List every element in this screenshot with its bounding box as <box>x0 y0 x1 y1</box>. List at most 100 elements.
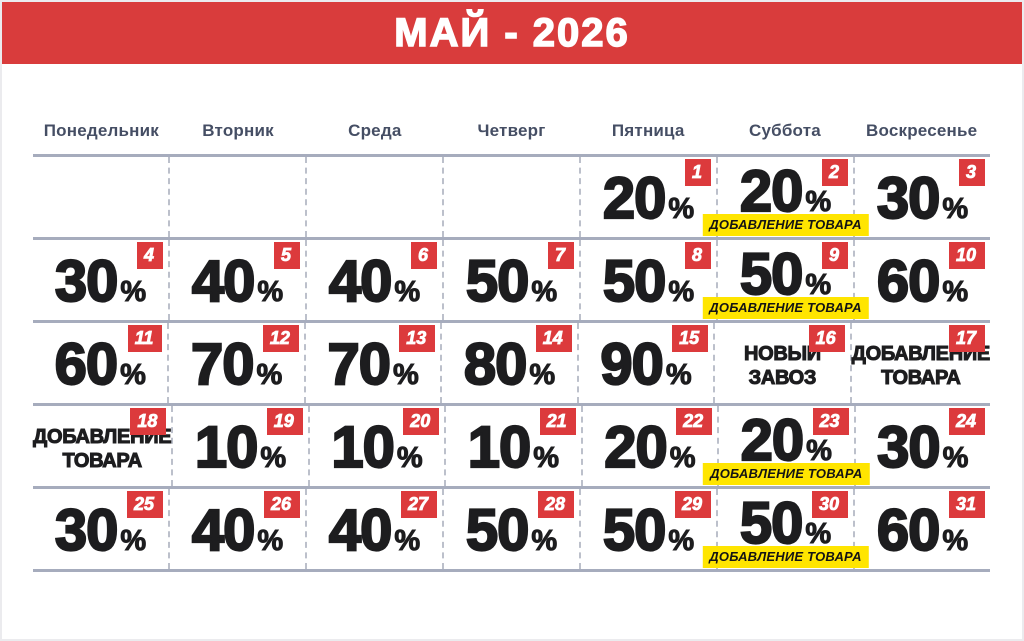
discount: 20% <box>740 408 833 473</box>
calendar-week-row: 1 20% 2 20% ДОБАВЛЕНИЕ ТОВАРА 3 30% <box>33 157 990 240</box>
discount-value: 70 <box>326 332 392 397</box>
day-cell: 9 50% ДОБАВЛЕНИЕ ТОВАРА <box>702 240 869 320</box>
empty-day-cell <box>307 157 444 237</box>
day-cell: 24 30% <box>856 406 990 486</box>
percent-sign: % <box>120 359 147 392</box>
day-cell: 3 30% <box>855 157 990 237</box>
discount-value: 30 <box>876 166 942 231</box>
day-cell: 4 30% <box>33 240 170 320</box>
discount-value: 60 <box>876 249 942 314</box>
percent-sign: % <box>394 525 421 558</box>
discount: 10% <box>467 415 560 480</box>
discount: 10% <box>330 415 423 480</box>
discount-value: 10 <box>330 415 396 480</box>
discount-value: 40 <box>328 498 394 563</box>
weekday-label: Четверг <box>477 121 546 140</box>
discount: 70% <box>326 332 419 397</box>
discount-value: 10 <box>467 415 533 480</box>
percent-sign: % <box>257 276 284 309</box>
day-cell: 6 40% <box>307 240 444 320</box>
day-cell: 15 90% <box>579 323 716 403</box>
day-number-badge: 19 <box>266 408 303 435</box>
day-cell: 16 НОВЫЙ ЗАВОЗ <box>715 323 852 403</box>
day-cell: 11 60% <box>33 323 170 403</box>
percent-sign: % <box>942 276 969 309</box>
day-cell: 30 50% ДОБАВЛЕНИЕ ТОВАРА <box>702 489 869 569</box>
percent-sign: % <box>392 359 419 392</box>
percent-sign: % <box>665 359 692 392</box>
weekday-label: Суббота <box>749 121 821 140</box>
weekday-label: Воскресенье <box>866 121 978 140</box>
discount-value: 30 <box>54 498 120 563</box>
month-title: МАЙ - 2026 <box>394 10 630 56</box>
day-cell: 28 50% <box>444 489 581 569</box>
day-number-badge: 11 <box>127 325 163 352</box>
percent-sign: % <box>805 518 832 551</box>
percent-sign: % <box>120 525 147 558</box>
discount: 90% <box>599 332 692 397</box>
discount: 30% <box>54 498 147 563</box>
day-number-badge: 13 <box>399 325 436 352</box>
discount: 50% <box>739 491 832 556</box>
discount: 40% <box>328 251 421 311</box>
day-cell: 18 ДОБАВЛЕНИЕ ТОВАРА <box>32 406 174 486</box>
percent-sign: % <box>669 442 696 475</box>
day-cell: 7 50% <box>444 240 581 320</box>
discount: 80% <box>463 332 556 397</box>
discount-value: 60 <box>876 498 942 563</box>
day-number-badge: 6 <box>410 242 437 269</box>
day-number-badge: 25 <box>126 491 163 518</box>
day-number-badge: 22 <box>676 408 713 435</box>
percent-sign: % <box>806 435 833 468</box>
product-addition-tag: ДОБАВЛЕНИЕ ТОВАРА <box>703 463 870 485</box>
day-cell: 22 20% <box>583 406 720 486</box>
discount-value: 50 <box>739 491 805 556</box>
calendar-grid: 1 20% 2 20% ДОБАВЛЕНИЕ ТОВАРА 3 30% 4 30% 5 40% 6 40… <box>32 154 991 572</box>
percent-sign: % <box>260 442 287 475</box>
discount-value: 50 <box>739 242 805 307</box>
day-cell: 29 50% <box>581 489 718 569</box>
day-number-badge: 15 <box>672 325 709 352</box>
day-number-badge: 26 <box>263 491 300 518</box>
discount: 70% <box>190 332 283 397</box>
day-number-badge: 7 <box>547 242 574 269</box>
day-cell: 20 10% <box>310 406 447 486</box>
percent-sign: % <box>394 276 421 309</box>
discount-value: 20 <box>740 408 806 473</box>
discount: 40% <box>191 251 284 311</box>
day-number-badge: 5 <box>273 242 300 269</box>
day-cell: 19 10% <box>173 406 310 486</box>
discount: 60% <box>876 249 969 314</box>
weekday-label: Среда <box>348 121 402 140</box>
discount: 10% <box>194 417 287 477</box>
percent-sign: % <box>668 525 695 558</box>
weekday-label: Понедельник <box>43 121 159 140</box>
discount-value: 30 <box>54 249 120 314</box>
discount: 30% <box>54 249 147 314</box>
day-number-badge: 27 <box>400 491 437 518</box>
weekday-header-row: Понедельник Вторник Среда Четверг Пятница Суб… <box>33 121 990 143</box>
month-banner: МАЙ - 2026 <box>2 2 1022 64</box>
day-number-badge: 23 <box>812 408 849 435</box>
percent-sign: % <box>257 525 284 558</box>
day-cell: 25 30% <box>33 489 170 569</box>
day-cell: 27 40% <box>307 489 444 569</box>
discount: 50% <box>739 242 832 307</box>
percent-sign: % <box>256 359 283 392</box>
discount-value: 50 <box>602 498 668 563</box>
day-number-badge: 10 <box>948 242 985 269</box>
percent-sign: % <box>805 269 832 302</box>
day-cell: 17 ДОБАВЛЕНИЕ ТОВАРА <box>851 323 991 403</box>
day-number-badge: 14 <box>535 325 572 352</box>
discount: 50% <box>465 251 558 311</box>
percent-sign: % <box>942 193 969 226</box>
day-number-badge: 30 <box>811 491 848 518</box>
discount-value: 60 <box>53 332 119 397</box>
empty-day-cell <box>33 157 170 237</box>
discount: 60% <box>876 498 969 563</box>
discount-value: 70 <box>190 332 256 397</box>
discount-value: 90 <box>599 332 665 397</box>
discount-value: 80 <box>463 332 529 397</box>
discount: 20% <box>602 168 695 228</box>
day-cell: 12 70% <box>169 323 306 403</box>
